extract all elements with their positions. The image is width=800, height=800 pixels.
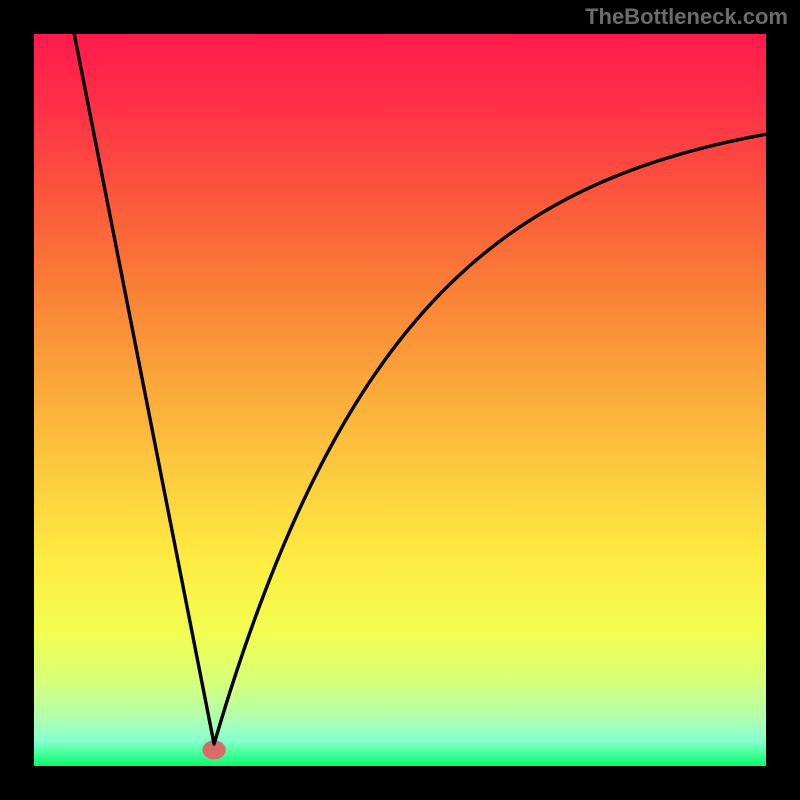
stage: TheBottleneck.com (0, 0, 800, 800)
plot-area (34, 34, 766, 766)
watermark-text: TheBottleneck.com (585, 4, 788, 30)
plot-svg (34, 34, 766, 766)
gradient-background (34, 34, 766, 766)
